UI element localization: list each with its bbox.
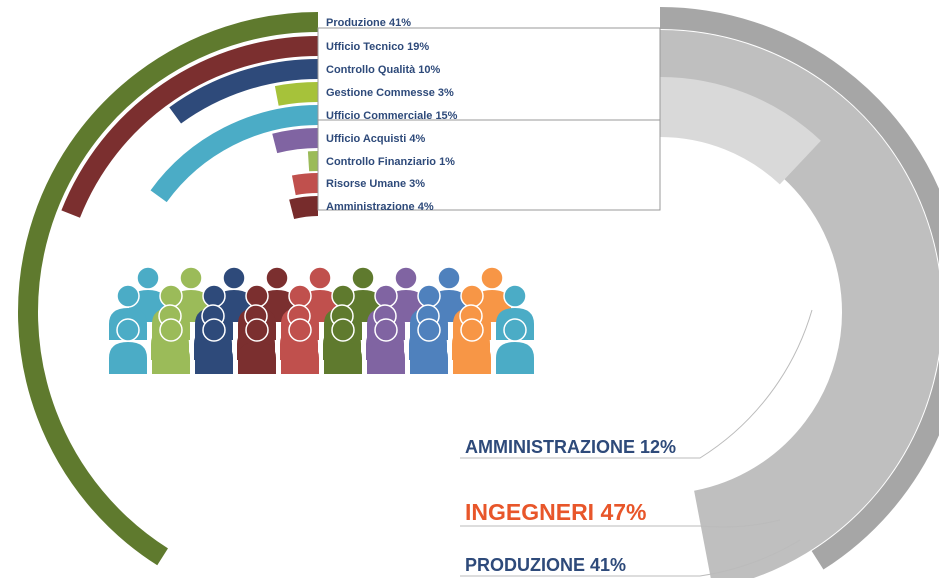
person-head [503, 284, 527, 308]
person-head [116, 318, 140, 342]
person-head [480, 266, 504, 290]
person-head [331, 318, 355, 342]
category-label: INGEGNERI [465, 499, 594, 525]
value-label: 41% [590, 555, 626, 575]
value-label: 10% [418, 64, 440, 76]
label-box [317, 27, 661, 211]
arc-label: INGEGNERI 47% [465, 499, 647, 525]
value-label: 19% [407, 41, 429, 53]
person-body [238, 342, 276, 374]
arc-label: Ufficio Acquisti 4% [326, 133, 425, 145]
person-body [109, 342, 147, 374]
arc-label: Produzione 41% [326, 17, 411, 29]
category-label: Ufficio Commerciale [326, 110, 432, 122]
person-head [159, 284, 183, 308]
value-label: 4% [409, 133, 425, 145]
person-head [288, 284, 312, 308]
category-label: AMMINISTRAZIONE [465, 437, 635, 457]
value-label: 12% [640, 437, 676, 457]
category-label: PRODUZIONE [465, 555, 585, 575]
value-label: 41% [389, 17, 411, 29]
category-label: Controllo Finanziario [326, 156, 436, 168]
person-head [245, 284, 269, 308]
person-head [437, 266, 461, 290]
value-label: 4% [418, 201, 434, 213]
person-head [245, 318, 269, 342]
person-head [417, 284, 441, 308]
person-head [265, 266, 289, 290]
people-illustration [109, 266, 534, 374]
person-head [159, 318, 183, 342]
value-label: 1% [439, 156, 455, 168]
category-label: Gestione Commesse [326, 87, 435, 99]
person-head [116, 284, 140, 308]
person-head [136, 266, 160, 290]
arc-bar [61, 36, 319, 218]
person-head [288, 318, 312, 342]
leader-line [460, 309, 813, 459]
arc-bar [659, 7, 939, 570]
person-head [374, 284, 398, 308]
arc-label: Controllo Qualità 10% [326, 64, 441, 76]
arc-bar [18, 12, 319, 566]
person-head [222, 266, 246, 290]
arc-bar [274, 82, 319, 106]
arc-label: Amministrazione 4% [326, 201, 434, 213]
person-head [179, 266, 203, 290]
arc-label: Gestione Commesse 3% [326, 87, 454, 99]
arc-label: AMMINISTRAZIONE 12% [465, 437, 676, 457]
person-head [351, 266, 375, 290]
person-body [281, 342, 319, 374]
person-body [367, 342, 405, 374]
person-head [202, 318, 226, 342]
value-label: 3% [438, 87, 454, 99]
person-head [374, 318, 398, 342]
arc-label: Ufficio Commerciale 15% [326, 110, 458, 122]
category-label: Risorse Umane [326, 178, 406, 190]
person-head [202, 284, 226, 308]
arc-label: Controllo Finanziario 1% [326, 156, 455, 168]
category-label: Produzione [326, 17, 386, 29]
arc-bar [169, 59, 319, 124]
person-head [331, 284, 355, 308]
person-head [460, 284, 484, 308]
arc-bar [272, 128, 319, 154]
category-label: Controllo Qualità [326, 64, 416, 76]
leader-line [460, 539, 801, 577]
arc-label: Risorse Umane 3% [326, 178, 425, 190]
person-head [308, 266, 332, 290]
leader-line [460, 519, 781, 528]
arc-bar [659, 77, 821, 185]
person-head [417, 318, 441, 342]
arc-label: Ufficio Tecnico 19% [326, 41, 429, 53]
category-label: Ufficio Acquisti [326, 133, 406, 145]
right-chart [659, 7, 939, 578]
arc-bar [289, 196, 319, 220]
person-body [152, 342, 190, 374]
person-body [453, 342, 491, 374]
value-label: 15% [435, 110, 457, 122]
value-label: 47% [600, 499, 646, 525]
person-head [503, 318, 527, 342]
person-body [324, 342, 362, 374]
person-head [394, 266, 418, 290]
arc-bar [291, 173, 319, 196]
category-label: Ufficio Tecnico [326, 41, 404, 53]
arc-label: PRODUZIONE 41% [465, 555, 626, 575]
category-label: Amministrazione [326, 201, 415, 213]
person-body [195, 342, 233, 374]
person-body [410, 342, 448, 374]
value-label: 3% [409, 178, 425, 190]
person-head [460, 318, 484, 342]
arc-bar [150, 105, 319, 203]
person-body [496, 342, 534, 374]
